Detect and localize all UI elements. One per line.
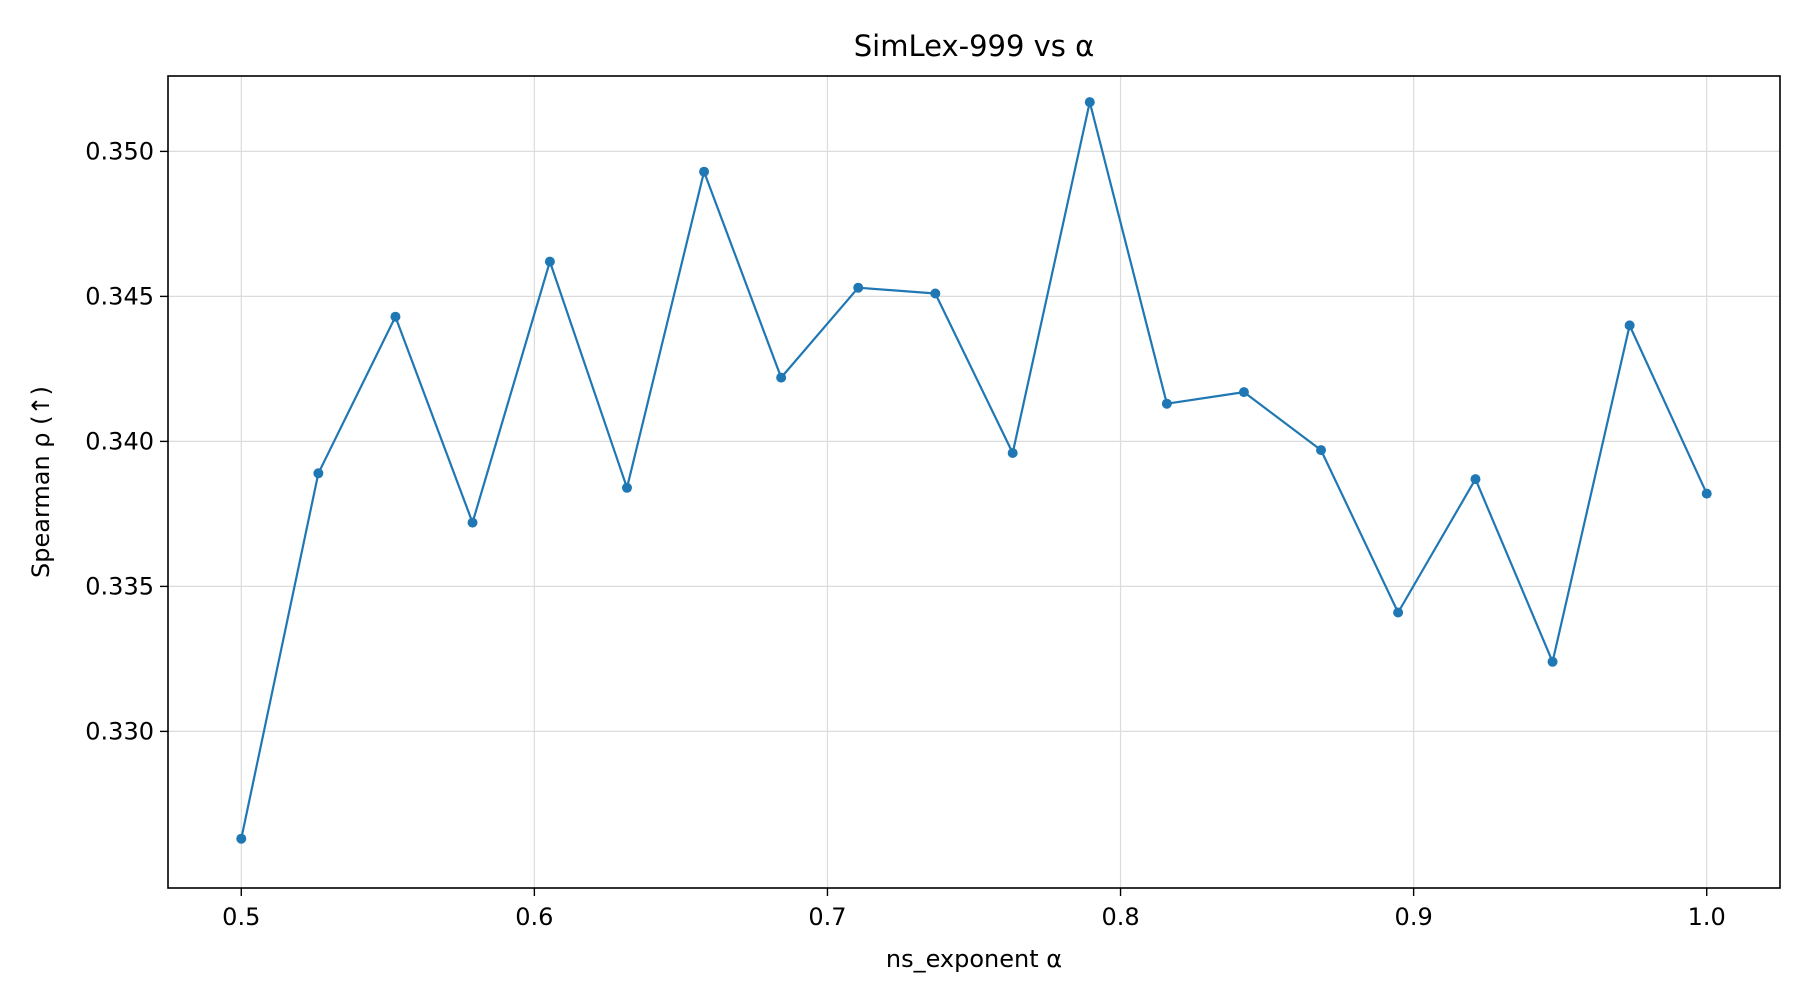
- data-point: [1393, 607, 1404, 618]
- y-tick-label: 0.345: [85, 282, 154, 310]
- data-point: [1007, 448, 1018, 458]
- data-point: [1316, 445, 1327, 456]
- data-point: [467, 517, 478, 528]
- x-tick-label: 0.8: [1101, 903, 1139, 931]
- x-tick-label: 1.0: [1688, 903, 1726, 931]
- x-axis-label: ns_exponent α: [886, 945, 1062, 973]
- data-point: [930, 288, 941, 299]
- data-point: [699, 166, 710, 177]
- series-layer: [236, 97, 1712, 844]
- y-tick-label: 0.350: [85, 137, 154, 165]
- x-tick-label: 0.9: [1395, 903, 1433, 931]
- y-axis: 0.330 0.335 0.340 0.345 0.350: [85, 137, 168, 745]
- data-point: [1547, 656, 1558, 667]
- gridlines: [168, 76, 1780, 888]
- data-point: [1701, 488, 1712, 499]
- data-point: [776, 372, 787, 383]
- plot-frame: [167, 75, 1781, 889]
- data-point: [1470, 474, 1481, 485]
- y-axis-label: Spearman ρ (↑): [27, 386, 55, 578]
- data-point: [544, 256, 555, 267]
- x-tick-label: 0.6: [515, 903, 553, 931]
- data-point: [621, 482, 632, 493]
- x-tick-label: 0.5: [222, 903, 260, 931]
- data-point: [1238, 387, 1249, 398]
- y-tick-label: 0.330: [85, 717, 154, 745]
- data-point: [1624, 320, 1635, 331]
- series-line: [240, 100, 1708, 839]
- data-point: [390, 311, 401, 322]
- data-point: [1161, 398, 1172, 409]
- x-axis: 0.5 0.6 0.7 0.8 0.9 1.0: [222, 888, 1726, 931]
- data-point: [1084, 97, 1095, 108]
- data-point: [313, 468, 324, 479]
- y-tick-label: 0.340: [85, 427, 154, 455]
- data-point: [853, 282, 864, 293]
- x-tick-label: 0.7: [808, 903, 846, 931]
- chart-title: SimLex-999 vs α: [854, 29, 1095, 63]
- data-point: [236, 833, 247, 844]
- y-tick-label: 0.335: [85, 572, 154, 600]
